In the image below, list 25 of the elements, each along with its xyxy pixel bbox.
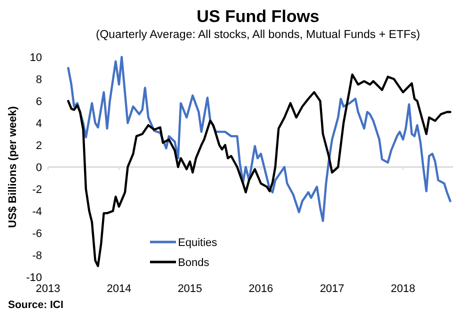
legend-label: Bonds	[178, 257, 210, 269]
x-tick-label: 2015	[178, 283, 202, 295]
legend-label: Equities	[178, 237, 218, 249]
y-tick-label: -2	[32, 184, 42, 196]
y-tick-label: 8	[36, 74, 42, 86]
y-tick-label: -10	[26, 272, 42, 284]
y-tick-label: -4	[32, 206, 42, 218]
y-tick-label: 4	[36, 118, 42, 130]
x-tick-label: 2017	[320, 283, 344, 295]
y-axis-title: US$ Billions (per week)	[7, 106, 19, 228]
line-series	[67, 74, 452, 268]
x-tick-label: 2018	[390, 283, 416, 295]
x-tick-label: 2014	[106, 283, 132, 295]
chart-title: US Fund Flows	[196, 7, 320, 26]
y-tick-label: -8	[32, 250, 42, 262]
line-series	[67, 56, 452, 222]
y-tick-label: -6	[32, 228, 42, 240]
chart-subtitle: (Quarterly Average: All stocks, All bonds, Mutual Funds + ETFs)	[96, 29, 420, 41]
y-tick-label: 10	[30, 52, 42, 64]
y-tick-label: 6	[36, 96, 42, 108]
x-tick-label: 2013	[36, 283, 60, 295]
y-tick-label: 2	[36, 140, 42, 152]
x-tick-label: 2016	[248, 283, 274, 295]
y-tick-label: 0	[36, 162, 42, 174]
source-note: Source: ICI	[8, 299, 64, 311]
